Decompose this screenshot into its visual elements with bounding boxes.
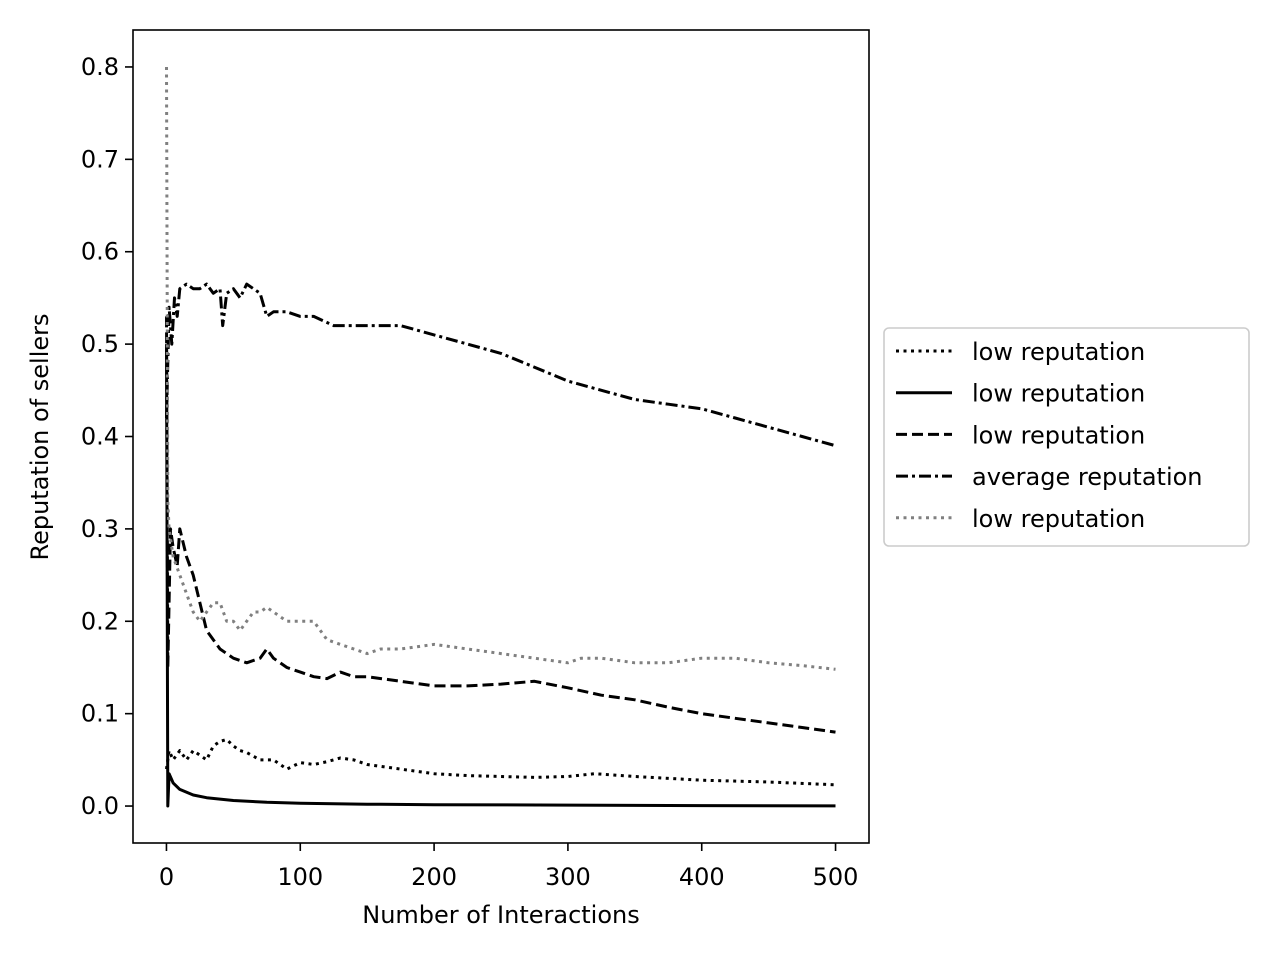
legend-frame: [883, 327, 1250, 547]
x-tick-label: 0: [159, 863, 174, 891]
series-line-3: [165, 316, 836, 734]
y-tick-label: 0.3: [81, 515, 119, 543]
legend-label-3: low reputation: [972, 421, 1145, 449]
x-tick-label: 500: [813, 863, 859, 891]
y-tick-label: 0.0: [81, 792, 119, 820]
legend-label-4: average reputation: [972, 463, 1203, 491]
y-tick-label: 0.2: [81, 607, 119, 635]
x-axis: 0 100 200 300 400 500: [159, 843, 859, 891]
series-layer: [165, 66, 836, 808]
x-tick-label: 100: [277, 863, 323, 891]
y-tick-label: 0.4: [81, 423, 119, 451]
y-tick-label: 0.5: [81, 330, 119, 358]
y-tick-label: 0.7: [81, 145, 119, 173]
legend-label-1: low reputation: [972, 338, 1145, 366]
y-tick-label: 0.8: [81, 53, 119, 81]
x-axis-label: Number of Interactions: [362, 901, 640, 929]
x-tick-label: 200: [411, 863, 457, 891]
legend-label-5: low reputation: [972, 505, 1145, 533]
y-axis-label: Reputation of sellers: [26, 313, 54, 560]
legend: low reputation low reputation low reputati…: [883, 327, 1250, 547]
series-line-4: [165, 282, 836, 448]
legend-label-2: low reputation: [972, 380, 1145, 408]
y-tick-label: 0.1: [81, 700, 119, 728]
series-line-2: [165, 344, 836, 808]
x-tick-label: 400: [679, 863, 725, 891]
y-axis: 0.0 0.1 0.2 0.3 0.4 0.5 0.6 0.7 0.8: [81, 53, 133, 820]
x-tick-label: 300: [545, 863, 591, 891]
y-tick-label: 0.6: [81, 238, 119, 266]
